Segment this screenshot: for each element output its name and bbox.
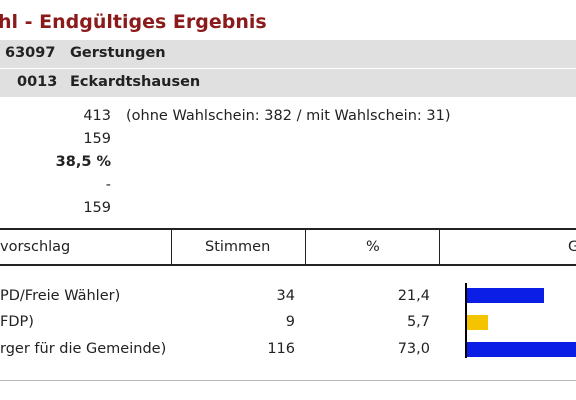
header-chart: G	[568, 239, 576, 255]
vote-share-bar	[467, 315, 488, 330]
party-percent: 5,7	[406, 314, 430, 330]
column-divider	[305, 230, 306, 264]
invalid-votes-value: -	[105, 177, 111, 193]
results-table-header: vorschlag Stimmen % G	[0, 228, 576, 266]
municipality-band: 63097 Gerstungen	[0, 40, 576, 68]
page-title: hl - Endgültiges Ergebnis	[0, 11, 267, 33]
column-divider	[171, 230, 172, 264]
valid-votes-value: 159	[83, 200, 111, 216]
bar-chart-axis	[465, 283, 467, 358]
party-votes: 116	[267, 341, 295, 357]
party-percent: 73,0	[397, 341, 430, 357]
party-percent: 21,4	[397, 288, 430, 304]
table-bottom-rule	[0, 380, 576, 381]
municipality-code: 63097	[5, 45, 56, 61]
party-votes: 34	[276, 288, 295, 304]
vote-share-bar	[467, 342, 576, 357]
district-name: Eckardtshausen	[70, 74, 201, 90]
party-name: PD/Freie Wähler)	[0, 288, 121, 304]
header-proposal: vorschlag	[0, 239, 71, 255]
eligible-voters-value: 413	[83, 108, 111, 124]
party-name: FDP)	[0, 314, 34, 330]
party-name: rger für die Gemeinde)	[0, 341, 167, 357]
header-percent: %	[366, 239, 380, 255]
result-row: FDP) 9 5,7	[0, 312, 576, 336]
municipality-name: Gerstungen	[70, 45, 166, 61]
vote-share-bar	[467, 288, 545, 303]
result-row: PD/Freie Wähler) 34 21,4	[0, 286, 576, 310]
column-divider	[439, 230, 440, 264]
party-votes: 9	[285, 314, 295, 330]
voters-value: 159	[83, 131, 111, 147]
district-code: 0013	[17, 74, 58, 90]
turnout-value: 38,5 %	[55, 154, 111, 170]
eligible-voters-note: (ohne Wahlschein: 382 / mit Wahlschein: …	[126, 108, 451, 124]
district-band: 0013 Eckardtshausen	[0, 69, 576, 97]
result-row: rger für die Gemeinde) 116 73,0	[0, 339, 576, 363]
header-votes: Stimmen	[205, 239, 271, 255]
